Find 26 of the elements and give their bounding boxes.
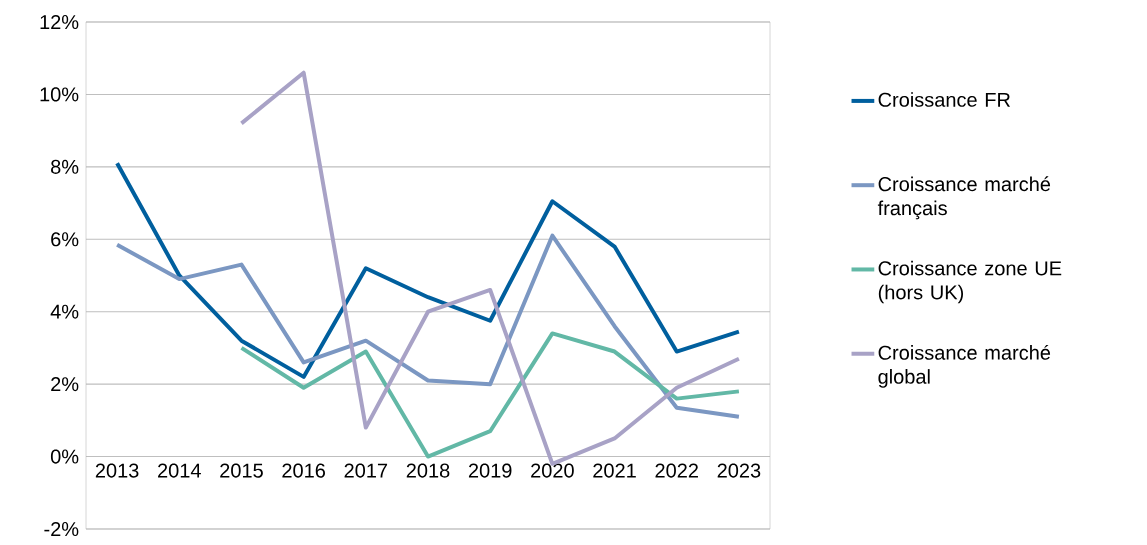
legend-label: Croissance marché global (878, 344, 1051, 388)
line-series (115, 233, 741, 419)
y-tick-label: 10% (40, 87, 79, 102)
y-tick-label: 8% (51, 159, 79, 174)
y-tick-label: -2% (44, 521, 79, 537)
x-tick-label: 2019 (468, 463, 512, 478)
y-tick-label: 4% (50, 304, 79, 319)
x-tick-label: 2015 (220, 463, 263, 478)
legend-label: Croissance zone UE (hors UK) (878, 260, 1062, 304)
y-tick-label: 6% (51, 232, 79, 247)
y-tick-label: 2% (51, 377, 79, 392)
x-tick-label: 2018 (406, 463, 450, 478)
x-tick-label: 2017 (344, 463, 388, 478)
line-series (115, 161, 741, 379)
x-tick-label: 2022 (655, 463, 698, 478)
x-tick-label: 2023 (717, 463, 761, 478)
y-tick-label: 12% (40, 14, 79, 30)
x-tick-label: 2013 (95, 463, 139, 478)
line-series (239, 331, 741, 459)
x-tick-label: 2014 (158, 463, 201, 478)
x-tick-label: 2020 (531, 463, 574, 478)
y-tick-label: 0% (50, 449, 79, 464)
legend-label: Croissance FR (878, 92, 1011, 107)
x-tick-label: 2021 (593, 463, 636, 478)
x-tick-label: 2016 (282, 463, 325, 478)
legend-label: Croissance marché français (877, 176, 1051, 220)
